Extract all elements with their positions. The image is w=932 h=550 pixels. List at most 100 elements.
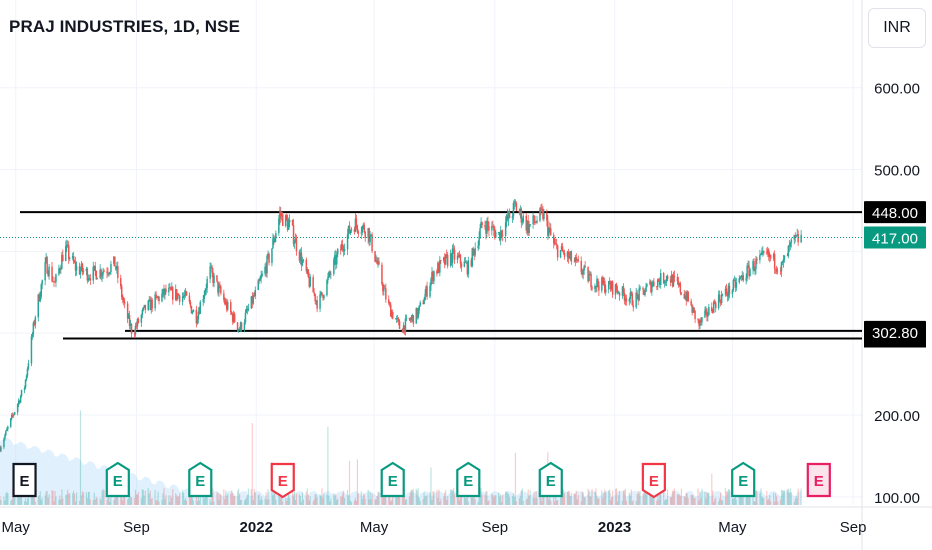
candle-body — [47, 273, 49, 276]
volume-bar — [525, 499, 527, 505]
earnings-marker[interactable]: E — [538, 461, 563, 498]
candle-body — [10, 418, 12, 427]
candle-body — [772, 253, 775, 259]
volume-bar — [329, 501, 331, 505]
volume-bar — [265, 492, 267, 505]
candle-body — [73, 262, 76, 263]
volume-bar — [34, 501, 36, 505]
volume-bar — [612, 490, 614, 505]
volume-bar — [292, 491, 294, 505]
earnings-marker[interactable]: E — [641, 462, 666, 499]
volume-bar — [48, 494, 50, 505]
volume-bar — [686, 493, 688, 505]
candle-body — [598, 285, 600, 291]
candle-body — [212, 272, 214, 283]
volume-bar — [157, 491, 159, 505]
earnings-marker[interactable]: E — [806, 462, 831, 498]
currency-selector[interactable]: INR — [868, 8, 926, 48]
candle-body — [388, 299, 390, 304]
candle-body — [653, 281, 655, 287]
candle-body — [259, 278, 261, 281]
candle-body — [74, 262, 77, 271]
candle-body — [443, 257, 445, 261]
volume-bar — [549, 496, 551, 505]
volume-bar — [683, 496, 685, 505]
candle-body — [107, 272, 109, 274]
volume-bar — [114, 497, 116, 505]
candle-body — [488, 225, 490, 231]
volume-bar — [17, 496, 19, 505]
candle-body — [433, 271, 435, 282]
candle-body — [756, 258, 758, 261]
candle-body — [217, 281, 219, 293]
candle-body — [223, 293, 225, 300]
volume-bar — [540, 493, 542, 505]
volume-bar — [487, 501, 489, 505]
candle-body — [205, 288, 207, 291]
volume-bar — [541, 501, 543, 505]
earnings-marker[interactable]: E — [380, 461, 405, 498]
volume-bar — [168, 495, 170, 505]
candle-body — [71, 256, 74, 259]
volume-bar — [800, 488, 802, 505]
volume-bar — [11, 499, 13, 505]
candle-body — [660, 273, 662, 285]
candle-body — [308, 277, 310, 287]
candle-body — [608, 281, 611, 285]
candle-body — [511, 216, 514, 218]
volume-bar — [597, 498, 599, 505]
volume-bar — [521, 488, 523, 505]
candle-body — [367, 228, 369, 238]
volume-bar — [164, 499, 166, 505]
candle-body — [800, 234, 802, 243]
candle-body — [25, 375, 28, 380]
candle-body — [108, 273, 110, 275]
volume-bar — [495, 495, 497, 505]
volume-bar — [20, 497, 22, 505]
candle-body — [506, 215, 509, 220]
volume-bar — [306, 488, 308, 505]
candle-body — [774, 268, 777, 270]
earnings-marker[interactable]: E — [188, 461, 213, 498]
volume-bar — [698, 500, 700, 505]
volume-bar — [422, 499, 424, 505]
volume-bar — [471, 492, 473, 505]
volume-bar — [649, 491, 651, 505]
earnings-marker[interactable]: E — [456, 461, 481, 498]
candle-body — [769, 254, 772, 259]
candle-body — [348, 225, 351, 234]
candle-body — [78, 266, 81, 275]
candle-body — [787, 245, 790, 256]
candle-body — [505, 215, 508, 223]
candle-body — [147, 300, 149, 310]
candle-body — [746, 265, 748, 279]
last-price-tag: 417.00 — [872, 230, 918, 247]
earnings-marker[interactable]: E — [270, 462, 295, 499]
candle-body — [18, 400, 21, 403]
candle-body — [631, 293, 633, 306]
candle-body — [46, 257, 48, 274]
volume-bar — [44, 495, 46, 505]
candle-body — [526, 220, 528, 231]
volume-bar — [595, 488, 597, 505]
volume-bar — [223, 489, 225, 505]
candle-body — [527, 220, 529, 234]
candle-body — [419, 302, 421, 306]
candle-body — [536, 220, 538, 223]
earnings-marker[interactable]: E — [12, 462, 37, 498]
volume-bar — [426, 494, 428, 505]
volume-bar — [75, 501, 77, 505]
earnings-marker[interactable]: E — [731, 461, 756, 498]
volume-bar — [529, 490, 531, 505]
candle-body — [172, 287, 174, 300]
volume-bar — [289, 498, 291, 505]
candle-body — [727, 285, 730, 297]
candle-body — [288, 220, 291, 223]
volume-bar — [636, 494, 638, 505]
earnings-marker[interactable]: E — [105, 461, 130, 498]
volume-bar — [672, 490, 675, 505]
volume-bar — [24, 497, 27, 505]
volume-bar — [53, 501, 55, 505]
